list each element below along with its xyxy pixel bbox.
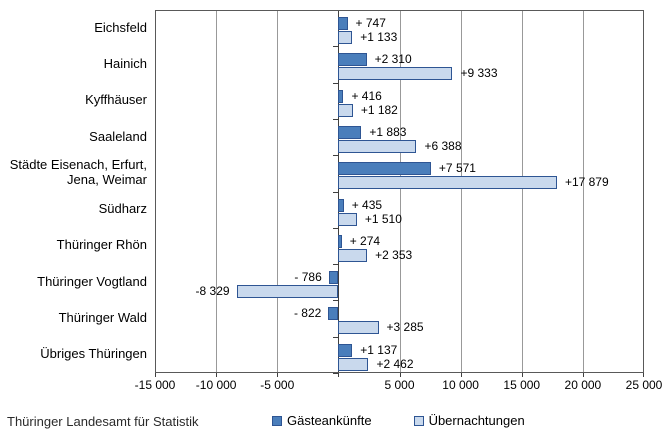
gridline: [521, 10, 523, 373]
bar-uebernachtungen: [338, 212, 357, 226]
x-tick-label: 10 000: [442, 378, 479, 392]
category-label: Südharz: [98, 201, 147, 217]
bar-uebernachtungen: [338, 67, 453, 81]
value-axis-tick: [460, 373, 462, 377]
bar-uebernachtungen: [338, 357, 369, 371]
data-label: +17 879: [564, 175, 609, 190]
category-axis-tick: [333, 300, 339, 302]
legend-item-gaesteankuenfte: Gästeankünfte: [272, 413, 372, 428]
bar-uebernachtungen: [338, 103, 353, 117]
category-axis-tick: [333, 155, 339, 157]
legend: Gästeankünfte Übernachtungen: [272, 413, 525, 428]
data-label: +1 133: [360, 30, 398, 44]
bar-gaesteankuenfte: [328, 307, 339, 321]
gridline: [399, 10, 401, 373]
category-axis-tick: [333, 82, 339, 84]
category-label: Übriges Thüringen: [40, 346, 147, 362]
category-label: Eichsfeld: [94, 19, 147, 35]
value-axis-tick: [399, 373, 401, 377]
data-label: +3 285: [386, 320, 424, 335]
category-label: Thüringer Wald: [58, 310, 147, 326]
value-axis-tick: [216, 373, 218, 377]
category-label: Kyffhäuser: [85, 92, 147, 108]
gridline: [460, 10, 462, 373]
data-label: +1 510: [364, 211, 402, 226]
bar-gaesteankuenfte: [338, 89, 344, 103]
x-tick-label: -10 000: [195, 378, 237, 392]
category-label: Hainich: [103, 55, 147, 71]
data-label: +6 388: [424, 138, 462, 153]
data-label: +7 571: [438, 161, 476, 176]
bar-uebernachtungen: [338, 139, 417, 153]
bar-uebernachtungen: [236, 285, 339, 299]
category-axis-tick: [333, 227, 339, 229]
data-label: + 274: [349, 233, 381, 248]
category-axis-tick: [333, 373, 339, 374]
legend-swatch-icon: [272, 415, 282, 426]
x-tick-label: 20 000: [564, 378, 602, 392]
value-axis-tick: [338, 373, 340, 377]
gridline: [277, 10, 279, 373]
bar-gaesteankuenfte: [328, 271, 339, 285]
value-axis-tick: [277, 373, 279, 377]
category-axis-tick: [333, 336, 339, 338]
legend-label: Übernachtungen: [428, 413, 525, 428]
data-label: - 786: [294, 270, 322, 285]
category-axis-line: [338, 10, 340, 373]
legend-item-uebernachtungen: Übernachtungen: [413, 413, 525, 428]
category-label: Saaleland: [89, 128, 147, 144]
category-axis-tick: [333, 10, 339, 11]
data-label: +1 182: [360, 102, 398, 117]
gridline: [582, 10, 584, 373]
x-tick-label: -5 000: [260, 378, 295, 392]
bar-gaesteankuenfte: [338, 234, 342, 248]
legend-swatch-icon: [413, 415, 424, 426]
category-label: Thüringer Rhön: [56, 237, 147, 253]
bar-gaesteankuenfte: [338, 17, 348, 30]
plot-area: + 747 +2 310 + 416 +1 883 +7 571 + 435 + 274 - …: [155, 10, 644, 377]
data-label: +2 310: [374, 52, 412, 67]
data-label: +2 462: [376, 356, 414, 371]
source-text: Thüringer Landesamt für Statistik: [7, 414, 199, 429]
bar-uebernachtungen: [338, 176, 557, 190]
category-axis-tick: [333, 46, 339, 48]
data-label: -8 329: [195, 284, 230, 299]
value-axis-tick: [643, 373, 644, 377]
x-tick-label: 5 000: [384, 378, 415, 392]
data-label: +2 353: [375, 247, 413, 262]
legend-label: Gästeankünfte: [287, 413, 372, 428]
bar-gaesteankuenfte: [338, 162, 431, 176]
value-axis-tick: [582, 373, 584, 377]
x-tick-label: 15 000: [503, 378, 541, 392]
data-label: +9 333: [460, 66, 498, 81]
x-tick-label: 25 000: [625, 378, 663, 392]
data-label: + 435: [351, 197, 383, 212]
data-label: +1 137: [360, 342, 398, 357]
category-axis-tick: [333, 191, 339, 193]
category-axis-tick: [333, 264, 339, 266]
data-label: - 822: [293, 306, 322, 321]
value-axis-tick: [155, 373, 156, 377]
data-label: + 747: [355, 16, 386, 30]
category-axis-tick: [333, 118, 339, 120]
bar-gaesteankuenfte: [338, 53, 367, 67]
bar-gaesteankuenfte: [338, 343, 353, 357]
value-axis-tick: [521, 373, 523, 377]
bar-uebernachtungen: [338, 321, 379, 335]
bar-gaesteankuenfte: [338, 125, 362, 139]
bar-gaesteankuenfte: [338, 198, 344, 212]
gridline: [216, 10, 218, 373]
bar-uebernachtungen: [338, 248, 368, 262]
category-label: Städte Eisenach, Erfurt, Jena, Weimar: [9, 157, 147, 188]
category-label: Thüringer Vogtland: [37, 273, 147, 289]
data-label: + 416: [351, 88, 382, 103]
data-label: +1 883: [369, 124, 407, 139]
bar-uebernachtungen: [338, 31, 353, 44]
x-tick-label: -15 000: [134, 378, 176, 392]
